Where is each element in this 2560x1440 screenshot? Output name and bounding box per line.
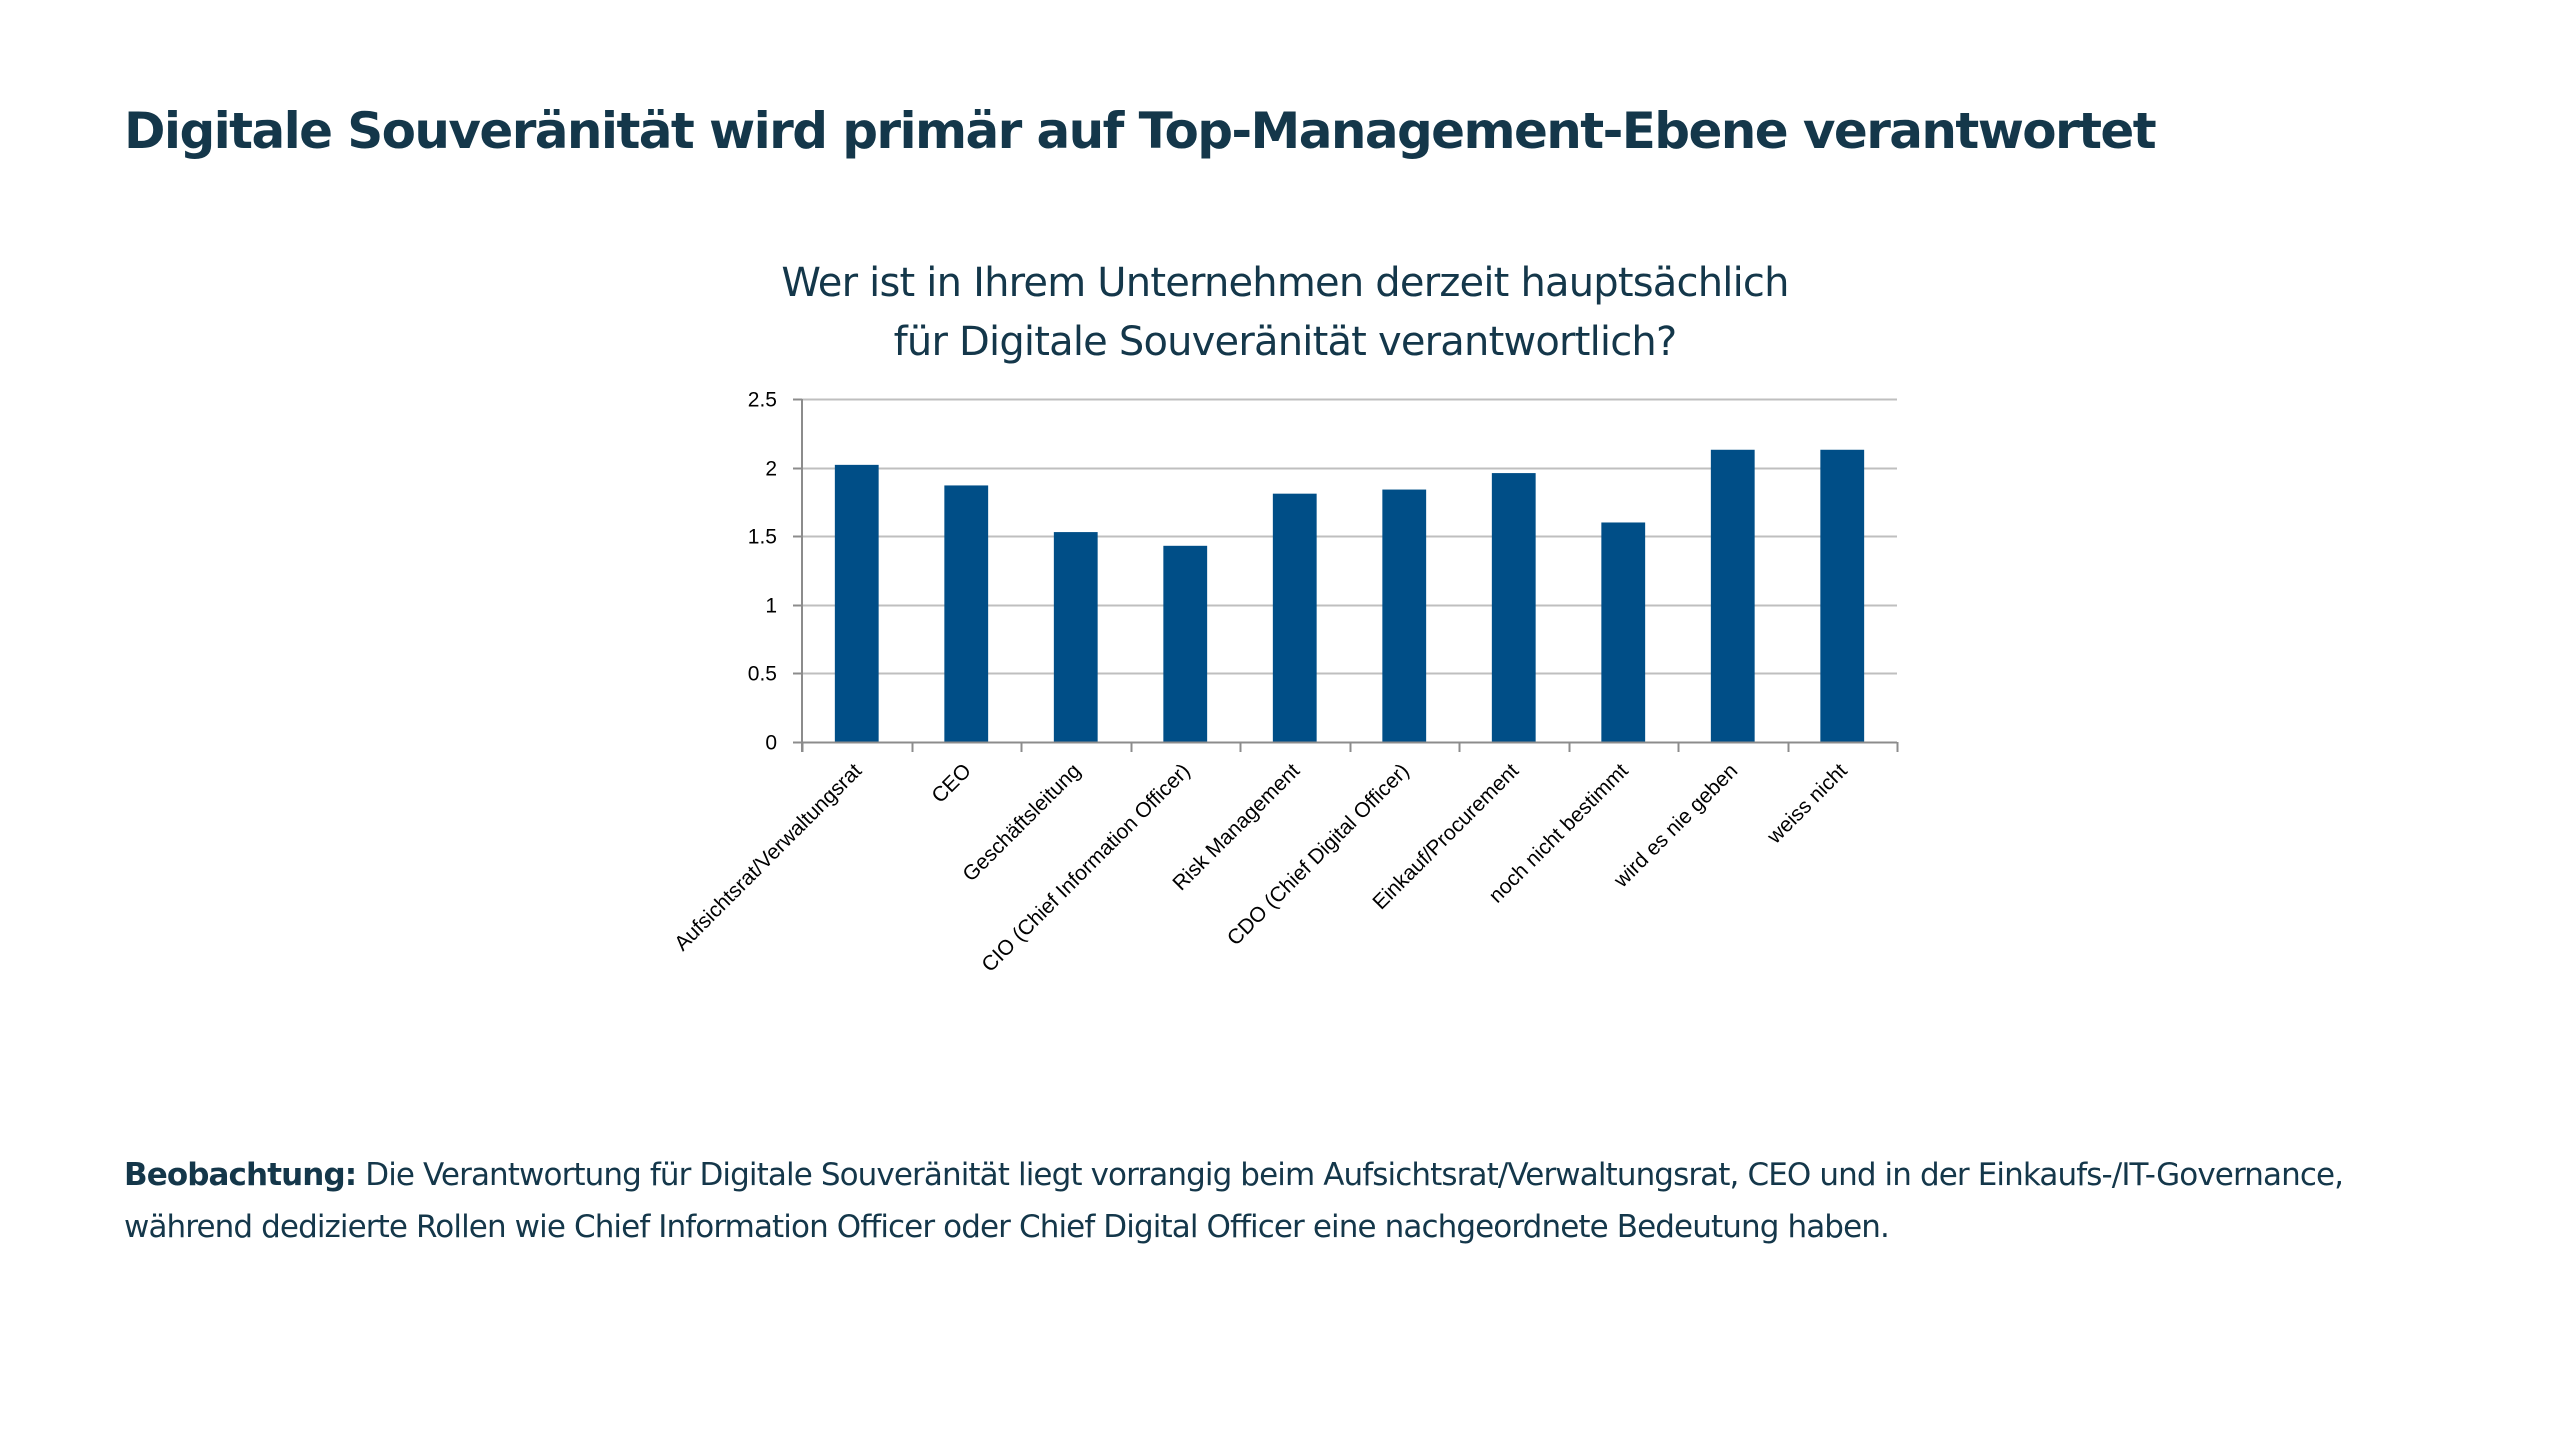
observation-text: Die Verantwortung für Digitale Souveräni… bbox=[124, 1157, 2344, 1245]
y-tick-labels: 0 0.5 1 1.5 2 2.5 bbox=[748, 389, 777, 755]
bar-chart: 0 0.5 1 1.5 2 2.5 Aufsichtsrat/Verwaltungsrat… bbox=[670, 389, 1899, 977]
x-category-label: CDO (Chief Digital Officer) bbox=[1223, 759, 1414, 950]
bar bbox=[944, 485, 989, 742]
bar bbox=[1491, 473, 1536, 742]
y-tick-label: 2.5 bbox=[748, 389, 777, 412]
x-category-labels: Aufsichtsrat/Verwaltungsrat CEOGeschäftsl… bbox=[670, 759, 1852, 976]
x-category-label: CIO (Chief Information Officer) bbox=[977, 759, 1194, 976]
observation-paragraph: Beobachtung: Die Verantwortung für Digit… bbox=[124, 1149, 2464, 1253]
bar bbox=[1710, 449, 1755, 742]
observation-label: Beobachtung: bbox=[124, 1157, 357, 1193]
x-category-label: Aufsichtsrat/Verwaltungsrat bbox=[670, 759, 866, 955]
y-axis bbox=[793, 398, 803, 752]
x-category-label: Geschäftsleitung bbox=[958, 759, 1085, 886]
y-tick-label: 0 bbox=[765, 732, 777, 755]
chart-title-line-1: Wer ist in Ihrem Unternehmen derzeit hau… bbox=[781, 260, 1789, 306]
bar bbox=[1601, 522, 1646, 742]
bars bbox=[834, 449, 1865, 742]
bar bbox=[1820, 449, 1865, 742]
y-tick-label: 0.5 bbox=[748, 663, 777, 686]
y-tick-label: 1 bbox=[765, 595, 777, 618]
bar bbox=[1272, 493, 1317, 742]
x-axis bbox=[801, 741, 1899, 752]
page-title: Digitale Souveränität wird primär auf To… bbox=[124, 101, 2157, 160]
bar bbox=[1382, 489, 1427, 742]
y-tick-label: 1.5 bbox=[748, 526, 777, 549]
bar bbox=[1053, 532, 1098, 742]
x-category-label: CEO bbox=[927, 759, 975, 807]
y-tick-label: 2 bbox=[765, 458, 777, 481]
x-category-label: weiss nicht bbox=[1762, 759, 1852, 849]
chart-title: Wer ist in Ihrem Unternehmen derzeit hau… bbox=[0, 254, 2560, 372]
bar bbox=[834, 464, 879, 742]
chart-title-line-2: für Digitale Souveränität verantwortlich… bbox=[893, 319, 1678, 365]
bar bbox=[1163, 545, 1208, 742]
